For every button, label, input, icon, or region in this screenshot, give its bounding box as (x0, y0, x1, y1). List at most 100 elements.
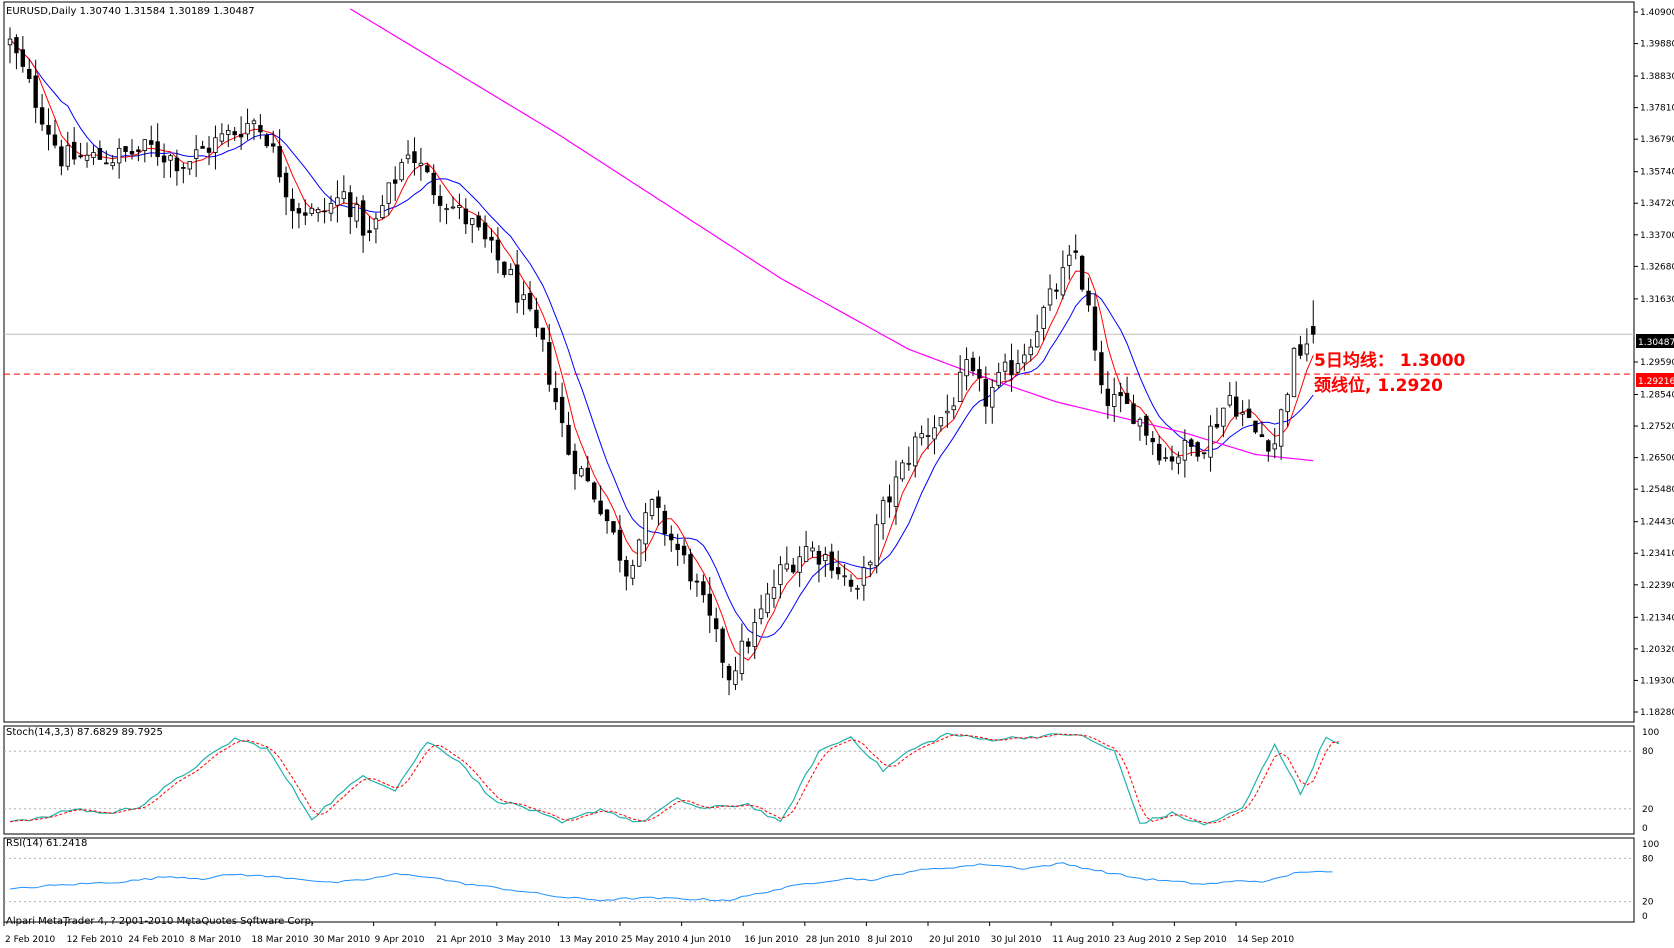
candle-body (964, 359, 969, 377)
candle-body (181, 167, 186, 169)
candle-body (251, 120, 257, 125)
price-tick-label: 1.36790 (1640, 135, 1674, 145)
candle-body (1099, 352, 1104, 386)
candle-body (104, 162, 109, 165)
time-tick-label: 12 Feb 2010 (67, 935, 123, 945)
time-tick-label: 30 Jul 2010 (991, 935, 1042, 945)
candle-body (1214, 423, 1220, 428)
ma-blue-line (9, 38, 1314, 638)
candle-body (219, 133, 225, 142)
footer-copyright: Alpari MetaTrader 4, ? 2001-2010 MetaQuo… (6, 916, 314, 927)
candle-body (264, 134, 269, 147)
candle-body (405, 154, 411, 160)
candle-body (1291, 347, 1297, 398)
time-tick-label: 8 Jul 2010 (867, 935, 912, 945)
candle-body (360, 200, 366, 236)
price-tick-label: 1.22390 (1640, 581, 1674, 591)
price-tick-label: 1.29590 (1640, 358, 1674, 368)
candle-body (771, 587, 777, 599)
price-tick-label: 1.40900 (1640, 8, 1674, 18)
candle-body (906, 462, 911, 465)
candle-body (868, 561, 873, 566)
candle-body (932, 427, 937, 440)
candle-body (97, 147, 103, 160)
candle-body (20, 49, 26, 67)
candle-body (1234, 396, 1239, 417)
candle-body (200, 146, 205, 149)
candle-body (84, 154, 90, 161)
candle-body (624, 560, 629, 577)
candle-body (431, 172, 436, 196)
candle-body (649, 499, 655, 516)
candle-body (547, 342, 552, 385)
candle-body (1221, 407, 1226, 427)
candle-body (476, 215, 481, 228)
price-tag-current: 1.30487 (1638, 338, 1674, 348)
candle-body (380, 205, 385, 218)
price-tag-neckline: 1.29216 (1638, 377, 1674, 387)
rsi-line (9, 862, 1333, 902)
candle-body (457, 205, 462, 208)
candle-body (59, 146, 64, 167)
candle-body (7, 38, 13, 46)
candle-body (1182, 439, 1188, 461)
candle-body (720, 628, 725, 663)
candle-body (463, 208, 469, 225)
candle-body (925, 435, 931, 437)
candle-body (1035, 331, 1040, 348)
stoch-tick-label: 20 (1642, 805, 1654, 815)
candle-body (245, 123, 250, 135)
candle-body (1047, 288, 1053, 306)
candle-body (1304, 343, 1310, 355)
candle-body (341, 191, 347, 200)
candle-body (1067, 254, 1072, 266)
candle-body (142, 139, 148, 151)
candle-body (957, 371, 963, 402)
candle-body (39, 107, 45, 125)
candle-body (1028, 346, 1033, 356)
candle-body (765, 593, 770, 614)
stoch-pane-frame (3, 725, 1635, 835)
candle-body (1015, 363, 1021, 373)
price-axis: 1.40900 1.39880 1.38830 1.37810 1.36790 1.357… (1634, 8, 1674, 922)
candle-body (630, 565, 635, 579)
candle-body (1278, 409, 1284, 447)
candle-body (823, 554, 828, 562)
candle-body (1086, 290, 1091, 306)
candle-body (412, 151, 417, 163)
candle-body (136, 149, 141, 152)
candle-body (534, 309, 539, 329)
candle-body (1156, 443, 1162, 461)
candle-body (874, 524, 879, 567)
stoch-main-line (9, 732, 1340, 826)
candle-body (1054, 289, 1059, 292)
candle-body (592, 482, 597, 500)
candle-body (662, 510, 668, 535)
candle-body (91, 152, 96, 158)
candle-body (1311, 326, 1316, 335)
candle-body (193, 149, 199, 159)
time-tick-label: 2 Sep 2010 (1175, 935, 1227, 945)
candle-body (611, 521, 616, 533)
candle-body (502, 261, 507, 276)
candle-body (303, 212, 308, 216)
rsi-tick-label: 100 (1642, 840, 1659, 850)
candle-body (1298, 344, 1303, 356)
price-tag-current-bg (1636, 334, 1674, 348)
candle-body (1176, 456, 1181, 464)
time-tick-label: 13 May 2010 (559, 935, 618, 945)
candle-body (701, 581, 706, 596)
rsi-header: RSI(14) 61.2418 (6, 838, 87, 849)
reference-lines (4, 333, 1634, 903)
candle-body (354, 204, 359, 222)
time-tick-label: 9 Apr 2010 (375, 935, 425, 945)
time-tick-label: 25 May 2010 (621, 935, 680, 945)
candle-body (617, 529, 623, 561)
stoch-tick-label: 80 (1642, 747, 1654, 757)
price-tick-label: 1.26500 (1640, 454, 1674, 464)
candle-body (707, 593, 712, 616)
candle-body (1118, 392, 1123, 397)
candle-body (598, 500, 603, 515)
candle-body (232, 131, 237, 136)
